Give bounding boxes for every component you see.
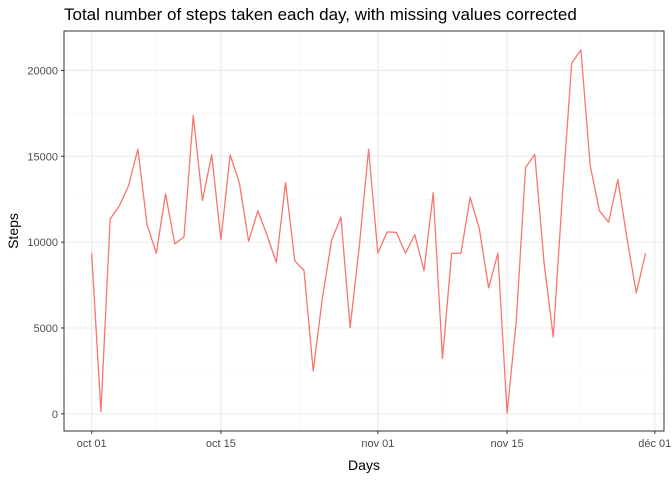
x-tick-label: nov 15 bbox=[491, 438, 524, 450]
y-tick-label: 20000 bbox=[27, 65, 58, 77]
panel-border bbox=[63, 30, 665, 432]
x-tick-label: oct 15 bbox=[206, 438, 236, 450]
steps-series-line bbox=[91, 49, 647, 414]
x-axis: oct 01 oct 15 nov 01 nov 15 déc 01 bbox=[77, 431, 671, 450]
y-tick-label: 10000 bbox=[27, 237, 58, 249]
chart-title: Total number of steps taken each day, wi… bbox=[64, 5, 577, 24]
x-tick-label: nov 01 bbox=[361, 438, 394, 450]
series-layer bbox=[91, 49, 647, 414]
y-axis: 0 5000 10000 15000 20000 bbox=[27, 65, 64, 421]
y-axis-title: Steps bbox=[5, 213, 21, 249]
y-tick-label: 5000 bbox=[34, 323, 58, 335]
x-axis-title: Days bbox=[348, 457, 380, 473]
y-tick-label: 15000 bbox=[27, 151, 58, 163]
x-tick-label: déc 01 bbox=[638, 438, 671, 450]
y-tick-label: 0 bbox=[52, 409, 58, 421]
grid bbox=[64, 31, 664, 431]
x-tick-label: oct 01 bbox=[77, 438, 107, 450]
